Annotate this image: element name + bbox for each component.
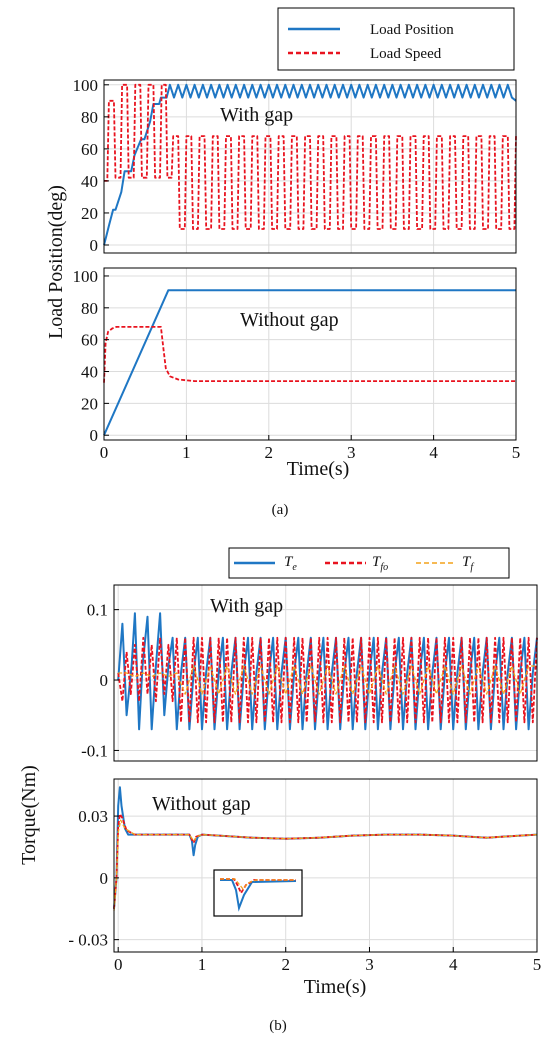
x-tick-label: 4	[449, 955, 458, 974]
legend-label-load-position: Load Position	[370, 22, 454, 38]
legend-label-load-speed: Load Speed	[370, 46, 442, 62]
x-tick-label: 2	[265, 443, 274, 462]
ylabel-a: Load Position(deg)	[45, 185, 67, 339]
x-tick-label: 1	[198, 955, 207, 974]
x-tick-label: 3	[365, 955, 374, 974]
y-tick-label: 60	[81, 140, 98, 159]
series-line-load-position	[103, 83, 517, 246]
ylabel-b: Torque(Nm)	[18, 765, 40, 865]
y-tick-label: 0.1	[87, 601, 108, 620]
y-tick-label: 40	[81, 172, 98, 191]
x-tick-label: 4	[429, 443, 438, 462]
caption-b: (b)	[269, 1018, 287, 1034]
series-line-load-position	[103, 289, 516, 436]
x-tick-label: 3	[347, 443, 356, 462]
series-line-load-speed	[104, 83, 517, 230]
plot-frame	[103, 267, 517, 441]
series-line-t-fo	[117, 636, 538, 724]
plot-frame	[113, 778, 538, 953]
panel-a1: 0 20 40 60 80 100 With gap	[73, 76, 517, 255]
x-tick-label: 0	[100, 443, 109, 462]
y-tick-label: 40	[81, 363, 98, 382]
x-tick-label: 5	[512, 443, 521, 462]
y-tick-label: - 0.03	[68, 931, 108, 950]
y-tick-label: 0	[100, 671, 109, 690]
y-tick-label: 100	[73, 267, 99, 286]
plot-frame	[113, 584, 538, 762]
caption-a: (a)	[272, 502, 289, 518]
y-tick-label: 80	[81, 299, 98, 318]
x-tick-label: 0	[114, 955, 123, 974]
inset-frame	[213, 869, 303, 917]
x-tick-label: 2	[281, 955, 290, 974]
series-line-load-speed	[103, 325, 516, 383]
xlabel-b: Time(s)	[304, 976, 367, 998]
panel-b1: 0.1 0 -0.1 With gap	[81, 584, 538, 762]
y-tick-label: 0	[90, 236, 99, 255]
x-tick-label: 5	[533, 955, 542, 974]
panel-a2: 0 20 40 60 80 100 0 1 2 3 4 5 Without gap	[73, 267, 521, 462]
legend-a: Load Position Load Speed	[277, 7, 515, 71]
legend-a-box	[277, 7, 515, 71]
xlabel-a: Time(s)	[287, 458, 350, 480]
y-tick-label: 0	[100, 869, 109, 888]
y-tick-label: 20	[81, 394, 98, 413]
legend-b: Te Tfo Tf	[228, 547, 510, 579]
panel-annotation: With gap	[210, 595, 283, 617]
y-tick-label: 0	[90, 426, 99, 445]
panel-annotation: Without gap	[240, 309, 339, 331]
y-tick-label: 20	[81, 204, 98, 223]
y-tick-label: 100	[73, 76, 99, 95]
y-tick-label: 60	[81, 331, 98, 350]
y-tick-label: -0.1	[81, 741, 108, 760]
y-tick-label: 80	[81, 108, 98, 127]
series-line-t-fo	[113, 813, 538, 909]
panel-b2: 0.03 0 - 0.03 0 1 2 3 4 5 Without gap	[68, 778, 542, 974]
series-line-t-f	[118, 665, 537, 695]
zoom-inset	[213, 869, 303, 917]
inset-tf-line	[220, 878, 296, 890]
series-line-t-f	[113, 819, 538, 911]
x-tick-label: 1	[182, 443, 191, 462]
panel-annotation: With gap	[220, 104, 293, 126]
panel-annotation: Without gap	[152, 793, 251, 815]
legend-b-box	[228, 547, 510, 579]
y-tick-label: 0.03	[78, 807, 108, 826]
plot-frame	[103, 79, 517, 254]
